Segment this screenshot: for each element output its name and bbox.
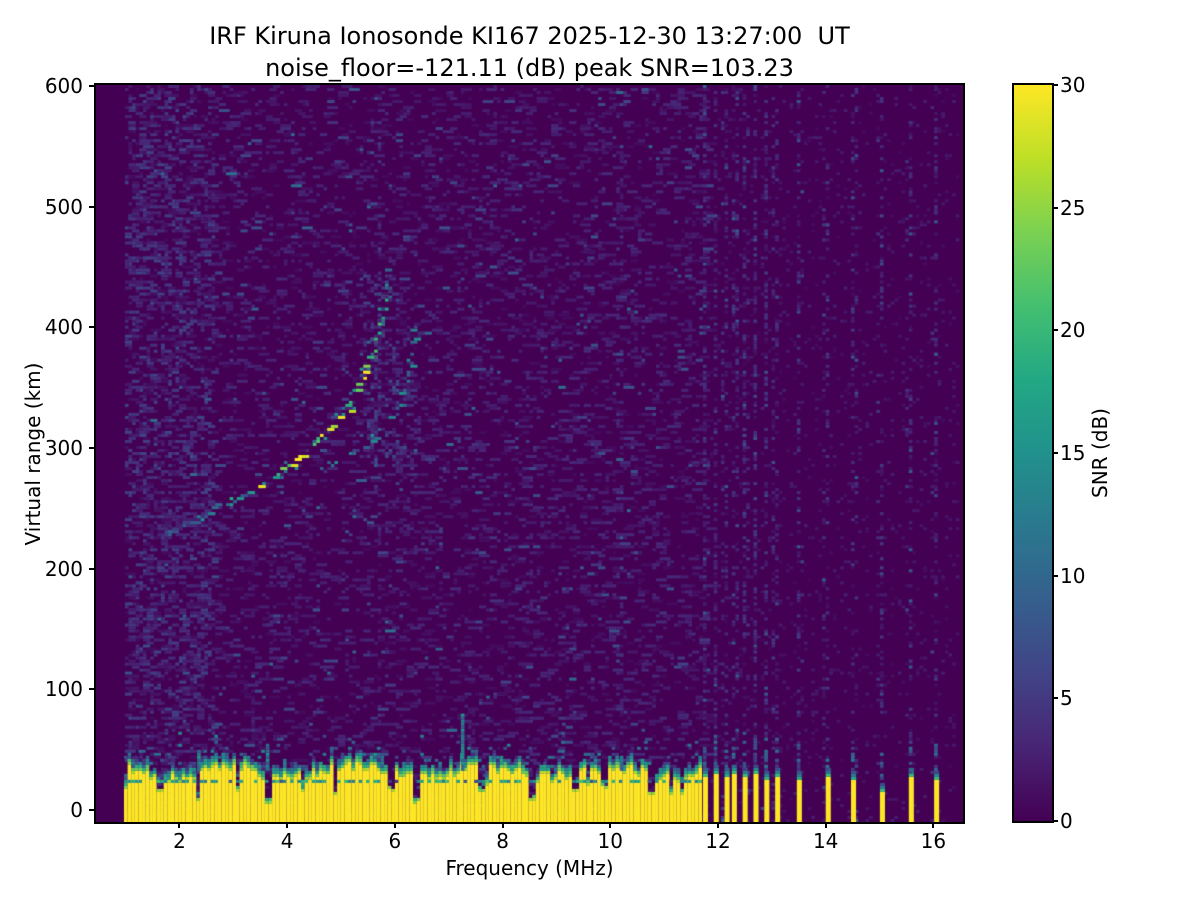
x-tick-label: 2 (173, 829, 186, 853)
y-tick-mark (89, 85, 95, 88)
colorbar-tick-label: 10 (1060, 563, 1086, 588)
x-tick-mark (609, 822, 612, 828)
x-tick-mark (393, 822, 396, 828)
y-tick-label: 500 (44, 194, 83, 219)
y-tick-label: 600 (44, 74, 83, 99)
colorbar-tick-mark (1052, 697, 1058, 700)
x-tick-label: 4 (280, 829, 294, 853)
colorbar-tick-label: 20 (1060, 318, 1086, 343)
y-tick-mark (89, 205, 95, 208)
colorbar-tick-mark (1052, 206, 1058, 209)
y-tick-mark (89, 326, 95, 329)
y-tick-mark (89, 808, 95, 811)
plot-subtitle: noise_floor=-121.11 (dB) peak SNR=103.23 (265, 54, 794, 82)
x-tick-label: 14 (812, 829, 839, 853)
x-tick-label: 6 (388, 829, 402, 853)
y-tick-label: 0 (70, 797, 83, 822)
colorbar-tick-mark (1052, 329, 1058, 332)
y-tick-label: 200 (44, 556, 83, 581)
x-tick-mark (824, 822, 827, 828)
colorbar-tick-label: 30 (1060, 73, 1086, 97)
y-tick-label: 400 (44, 315, 83, 340)
colorbar-tick-mark (1052, 820, 1058, 822)
y-tick-mark (89, 567, 95, 570)
x-tick-mark (716, 822, 719, 828)
x-tick-label: 16 (920, 829, 947, 853)
y-tick-mark (89, 688, 95, 691)
y-tick-mark (89, 447, 95, 450)
colorbar-tick-label: 25 (1060, 195, 1086, 220)
x-tick-label: 12 (705, 829, 731, 853)
x-tick-label: 8 (496, 829, 509, 853)
y-tick-label: 300 (44, 436, 83, 461)
colorbar-tick-mark (1052, 84, 1058, 86)
x-tick-mark (932, 822, 935, 828)
x-axis-label: Frequency (MHz) (445, 856, 614, 880)
colorbar-gradient (1014, 85, 1052, 821)
colorbar-tick-mark (1052, 452, 1058, 454)
plot-title: IRF Kiruna Ionosonde KI167 2025-12-30 13… (209, 22, 850, 50)
y-tick-label: 100 (44, 677, 83, 702)
x-tick-mark (286, 822, 289, 828)
x-tick-mark (501, 822, 504, 828)
x-tick-mark (178, 822, 181, 828)
colorbar-tick-label: 15 (1060, 441, 1086, 465)
colorbar-tick-mark (1052, 574, 1058, 577)
colorbar-tick-label: 0 (1060, 809, 1073, 833)
colorbar-tick-label: 5 (1060, 686, 1073, 711)
x-tick-label: 10 (597, 829, 623, 853)
ionogram-heatmap (96, 85, 963, 822)
